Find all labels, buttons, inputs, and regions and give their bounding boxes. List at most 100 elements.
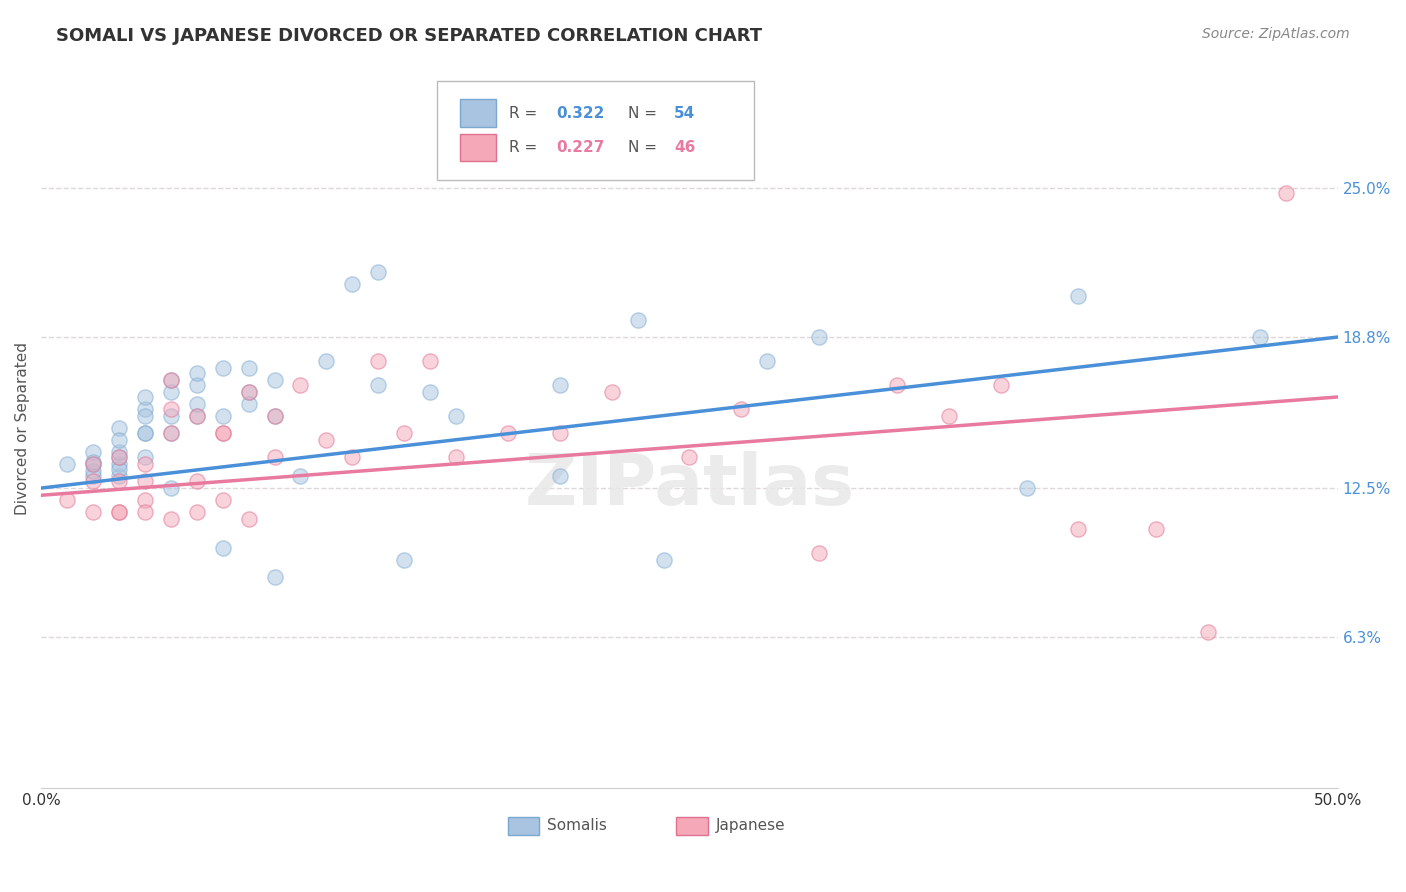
Point — [108, 433, 131, 447]
Point — [238, 397, 260, 411]
Point — [82, 457, 104, 471]
Point — [263, 373, 285, 387]
Text: 0.227: 0.227 — [555, 140, 605, 155]
Point — [134, 425, 156, 440]
Point — [186, 409, 208, 424]
Point — [159, 385, 181, 400]
Text: N =: N = — [628, 140, 662, 155]
Point — [134, 493, 156, 508]
Point — [1144, 522, 1167, 536]
Text: N =: N = — [628, 105, 662, 120]
Point — [290, 469, 312, 483]
Text: SOMALI VS JAPANESE DIVORCED OR SEPARATED CORRELATION CHART: SOMALI VS JAPANESE DIVORCED OR SEPARATED… — [56, 27, 762, 45]
Point — [186, 505, 208, 519]
Point — [108, 450, 131, 464]
Text: Somalis: Somalis — [547, 818, 606, 833]
Point — [159, 409, 181, 424]
Point — [159, 401, 181, 416]
Point — [886, 378, 908, 392]
Point — [211, 541, 233, 555]
Point — [548, 378, 571, 392]
Y-axis label: Divorced or Separated: Divorced or Separated — [15, 342, 30, 515]
Point — [238, 361, 260, 376]
FancyBboxPatch shape — [437, 81, 754, 180]
Point — [134, 474, 156, 488]
Point — [263, 570, 285, 584]
Text: ZIPatlas: ZIPatlas — [524, 451, 855, 520]
Point — [367, 378, 389, 392]
Text: R =: R = — [509, 105, 543, 120]
Point — [134, 425, 156, 440]
FancyBboxPatch shape — [676, 817, 707, 835]
Point — [730, 401, 752, 416]
Point — [238, 512, 260, 526]
Point — [108, 457, 131, 471]
Point — [82, 505, 104, 519]
Point — [342, 450, 364, 464]
Point — [367, 354, 389, 368]
Point — [134, 450, 156, 464]
Point — [756, 354, 779, 368]
Point — [108, 474, 131, 488]
Point — [134, 409, 156, 424]
Point — [56, 493, 79, 508]
Point — [159, 425, 181, 440]
Point — [1067, 289, 1090, 303]
Point — [1067, 522, 1090, 536]
Point — [1275, 186, 1298, 201]
Point — [367, 265, 389, 279]
Point — [186, 366, 208, 380]
Point — [159, 373, 181, 387]
Point — [419, 385, 441, 400]
Point — [134, 390, 156, 404]
Point — [186, 474, 208, 488]
Point — [263, 409, 285, 424]
Point — [82, 474, 104, 488]
Point — [82, 464, 104, 478]
Point — [108, 462, 131, 476]
Point — [290, 378, 312, 392]
Text: 54: 54 — [673, 105, 695, 120]
Point — [82, 469, 104, 483]
Point — [548, 469, 571, 483]
Point — [1249, 330, 1271, 344]
Point — [211, 361, 233, 376]
Point — [678, 450, 700, 464]
Point — [652, 553, 675, 567]
Point — [419, 354, 441, 368]
Point — [626, 313, 648, 327]
Point — [82, 455, 104, 469]
Point — [56, 457, 79, 471]
Point — [808, 546, 831, 560]
Point — [808, 330, 831, 344]
Point — [444, 409, 467, 424]
Point — [82, 445, 104, 459]
Point — [238, 385, 260, 400]
Text: Source: ZipAtlas.com: Source: ZipAtlas.com — [1202, 27, 1350, 41]
FancyBboxPatch shape — [460, 99, 496, 127]
Point — [211, 409, 233, 424]
Point — [134, 505, 156, 519]
Point — [1197, 624, 1219, 639]
Point — [211, 425, 233, 440]
Point — [159, 425, 181, 440]
Point — [159, 512, 181, 526]
Point — [186, 409, 208, 424]
Point — [263, 450, 285, 464]
Point — [548, 425, 571, 440]
Point — [238, 385, 260, 400]
Point — [315, 433, 337, 447]
Point — [159, 481, 181, 495]
Point — [392, 553, 415, 567]
Point — [82, 457, 104, 471]
Point — [938, 409, 960, 424]
FancyBboxPatch shape — [508, 817, 538, 835]
Point — [392, 425, 415, 440]
Point — [342, 277, 364, 292]
Point — [108, 421, 131, 435]
Point — [134, 457, 156, 471]
Point — [108, 450, 131, 464]
Point — [108, 469, 131, 483]
Point — [315, 354, 337, 368]
Point — [211, 493, 233, 508]
